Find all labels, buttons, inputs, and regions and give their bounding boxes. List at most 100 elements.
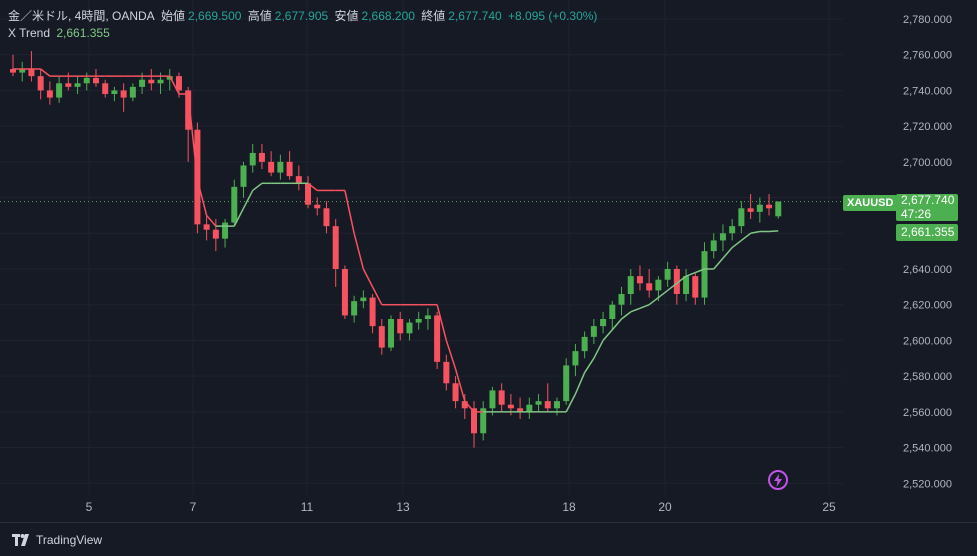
x-trend-segment (695, 268, 705, 274)
candle-body (111, 90, 118, 94)
last-price-tag: 2,677.740 (896, 194, 958, 211)
time-tick-label: 7 (190, 500, 197, 514)
candle-body (507, 404, 514, 409)
candle-body (710, 240, 717, 252)
candle-body (323, 208, 330, 227)
candle-body (636, 276, 643, 284)
candle-body (10, 68, 16, 73)
price-tick-label: 2,580.000 (903, 371, 952, 383)
candle-body (655, 279, 662, 291)
x-trend-segment (169, 75, 180, 95)
legend-close-label: 終値 (421, 9, 446, 23)
x-trend-segment (740, 232, 752, 242)
candle-body (185, 90, 192, 130)
x-trend-segment (454, 368, 466, 402)
candle-body (332, 226, 339, 269)
x-trend-segment (657, 289, 669, 299)
x-trend-segment (639, 304, 650, 309)
candle-body (434, 315, 441, 362)
x-trend-segment (630, 307, 641, 313)
price-tick-label: 2,600.000 (903, 335, 952, 347)
x-trend-segment (676, 275, 687, 284)
candle-body (148, 79, 155, 84)
time-tick-label: 18 (562, 500, 576, 514)
candle-body (664, 268, 671, 280)
candle-body (590, 326, 597, 337)
time-tick-label: 11 (301, 500, 314, 514)
legend-indicator-row[interactable]: X Trend 2,661.355 (8, 25, 600, 42)
x-trend-segment (713, 257, 724, 270)
candle-body (581, 336, 588, 352)
candle-body (461, 401, 468, 409)
x-trend-segment (196, 179, 208, 216)
x-trend-segment (242, 190, 254, 209)
price-tick-label: 2,780.000 (903, 14, 952, 26)
x-trend-segment (731, 239, 742, 249)
candle-body (378, 326, 385, 348)
candle-body (175, 76, 182, 91)
candle-body (295, 176, 302, 184)
flash-icon[interactable] (768, 470, 788, 490)
x-trend-segment (648, 296, 659, 306)
x-trend-segment (362, 268, 374, 288)
x-trend-segment (187, 93, 199, 180)
candle-body (600, 318, 607, 327)
candle-body (498, 390, 505, 405)
x-trend-segment (353, 233, 365, 270)
price-tick-label: 2,520.000 (903, 478, 952, 490)
candle-body (314, 204, 321, 209)
indicator-value: 2,661.355 (56, 26, 110, 40)
legend-symbol[interactable]: 金／米ドル, 4時間, OANDA (8, 9, 155, 23)
candle-body (452, 383, 459, 402)
candle-body (157, 79, 164, 84)
x-trend-segment (252, 182, 263, 192)
legend-ohlc-row: 金／米ドル, 4時間, OANDA 始値 2,669.500 高値 2,677.90… (8, 8, 600, 25)
footer-bar: TradingView (0, 522, 977, 556)
price-tick-label: 2,720.000 (903, 121, 952, 133)
candle-body (37, 76, 44, 91)
candle-body (775, 201, 782, 217)
price-tick-label: 2,620.000 (903, 300, 952, 312)
candle-body (747, 208, 754, 212)
last-price-value: 2,677.740 (901, 193, 955, 207)
candle-body (166, 76, 173, 80)
candle-body (526, 404, 533, 412)
x-trend-segment (574, 372, 586, 395)
legend-open-label: 始値 (161, 9, 186, 23)
candle-body (471, 408, 477, 434)
price-tick-label: 2,700.000 (903, 157, 952, 169)
candle-body (268, 161, 275, 173)
x-trend-segment (40, 68, 51, 77)
candle-body (424, 315, 431, 319)
candle-body (139, 79, 146, 87)
x-trend-segment (750, 230, 760, 235)
candle-body (203, 224, 210, 230)
candle-body (74, 83, 81, 87)
candle-body (341, 268, 348, 316)
tradingview-logo[interactable]: TradingView (12, 533, 102, 547)
candle-body (480, 408, 487, 434)
x-trend-segment (602, 329, 613, 341)
legend-low-label: 安値 (334, 9, 359, 23)
candle-body (443, 361, 450, 384)
x-trend-segment (233, 207, 245, 227)
candle-body (129, 86, 136, 98)
candle-body (729, 226, 736, 234)
x-trend-segment (611, 318, 623, 331)
candle-body (369, 297, 376, 327)
candle-body (535, 401, 542, 405)
candle-body (351, 301, 358, 316)
candle-body (544, 401, 551, 409)
candle-body (766, 204, 773, 209)
indicator-name[interactable]: X Trend (8, 26, 51, 40)
tradingview-icon (12, 534, 29, 546)
candle-body (719, 233, 726, 241)
candle-body (83, 77, 90, 84)
candle-body (92, 77, 99, 84)
x-trend-segment (307, 182, 318, 192)
candle-body (397, 318, 404, 334)
x-trend-segment (464, 400, 475, 413)
x-trend-segment (722, 247, 733, 259)
candle-body (646, 283, 653, 291)
